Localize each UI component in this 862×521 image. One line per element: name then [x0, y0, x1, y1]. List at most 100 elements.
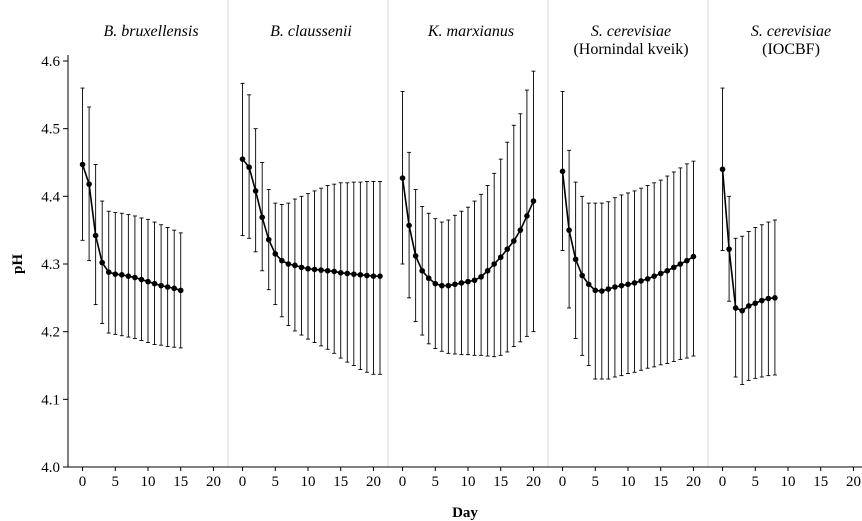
data-point [412, 253, 419, 259]
data-point [318, 267, 324, 273]
x-tick-label: 20 [366, 474, 381, 490]
data-point [125, 273, 132, 279]
data-point [491, 261, 497, 267]
y-tick-label: 4.0 [41, 460, 60, 476]
data-point [164, 284, 171, 290]
data-point [406, 222, 412, 229]
data-point [324, 267, 331, 274]
data-point [399, 175, 406, 181]
data-point [337, 269, 344, 276]
x-tick-label: 15 [173, 474, 188, 490]
series-line [241, 158, 380, 277]
data-point [592, 287, 599, 294]
y-tick-label: 4.2 [41, 325, 60, 341]
data-point [524, 213, 530, 219]
data-point [452, 281, 458, 288]
data-point [252, 188, 259, 194]
data-point [112, 271, 119, 277]
data-point [579, 272, 585, 279]
y-axis: 4.0 4.1 4.2 4.3 4.4 4.5 4.6 [41, 54, 69, 476]
data-point [745, 303, 752, 309]
data-point [638, 278, 644, 284]
data-point [119, 272, 125, 278]
data-point [471, 277, 478, 284]
data-point [605, 286, 612, 292]
x-tick-label: 0 [239, 474, 247, 490]
data-point [86, 181, 92, 187]
data-point [612, 284, 618, 290]
data-point [465, 278, 471, 285]
x-tick-label: 5 [272, 474, 280, 490]
data-point [265, 236, 272, 243]
data-point [177, 287, 184, 294]
data-point [484, 267, 491, 274]
data-point [351, 271, 357, 277]
data-point [92, 232, 99, 239]
data-point [425, 275, 432, 282]
data-point [279, 257, 285, 264]
x-tick-label: 10 [461, 474, 476, 490]
data-point [651, 273, 657, 279]
data-point [664, 267, 671, 274]
data-point [572, 256, 579, 263]
panel-title: S. cerevisiae [591, 23, 671, 40]
data-point [497, 254, 504, 261]
x-tick-label: 10 [781, 474, 796, 490]
x-tick-label: 5 [752, 474, 760, 490]
x-tick-label: 5 [432, 474, 440, 490]
y-tick-label: 4.1 [41, 392, 60, 408]
data-point [151, 280, 158, 287]
data-point [517, 227, 524, 233]
data-point [331, 268, 337, 275]
x-tick-label: 0 [79, 474, 87, 490]
data-point [158, 282, 164, 289]
y-axis-label: pH [10, 254, 26, 274]
x-tick-label: 10 [301, 474, 316, 490]
data-point [644, 276, 651, 282]
data-point [772, 295, 778, 301]
data-point [657, 270, 664, 277]
data-point [132, 274, 138, 281]
chart-panels: 0 5 10 15 20 B. bruxellensis 0 5 10 15 20 B. clauss… [68, 0, 862, 490]
x-tick-label: 10 [141, 474, 156, 490]
x-tick-label: 0 [559, 474, 567, 490]
x-tick-label: 10 [621, 474, 636, 490]
data-point [732, 305, 739, 311]
x-tick-label: 20 [686, 474, 701, 490]
panel-title: K. marxianus [427, 23, 514, 40]
data-point [357, 272, 364, 278]
data-point [684, 257, 690, 264]
data-point [171, 285, 177, 292]
panel-title: (Hornindal kveik) [573, 41, 688, 58]
panel-4: 0 5 10 15 20 S. cerevisiae(IOCBF) [708, 23, 862, 490]
data-point [79, 161, 86, 168]
x-tick-label: 0 [399, 474, 407, 490]
data-point [239, 156, 246, 162]
data-point [285, 261, 292, 267]
data-point [765, 295, 772, 302]
data-point [272, 251, 279, 257]
data-point [677, 261, 684, 267]
data-point [458, 280, 465, 286]
data-point [298, 264, 305, 271]
data-point [752, 300, 759, 307]
data-point [259, 214, 265, 221]
y-tick-label: 4.4 [41, 189, 60, 205]
x-tick-label: 15 [493, 474, 508, 490]
y-tick-label: 4.3 [41, 257, 60, 273]
data-point [105, 269, 112, 275]
data-point [618, 282, 625, 289]
panel-3: 0 5 10 15 20 S. cerevisiae(Hornindal kveik) [548, 0, 709, 490]
panel-2: 0 5 10 15 20 K. marxianus [388, 0, 549, 490]
x-tick-label: 15 [653, 474, 668, 490]
data-point [292, 262, 298, 269]
data-point [377, 273, 383, 279]
data-point [599, 288, 605, 294]
series-line [81, 164, 181, 292]
data-point [99, 259, 105, 266]
panel-title: B. claussenii [270, 23, 352, 40]
x-tick-label: 5 [112, 474, 120, 490]
data-point [625, 281, 631, 288]
data-point [726, 246, 732, 252]
data-point [566, 227, 572, 233]
